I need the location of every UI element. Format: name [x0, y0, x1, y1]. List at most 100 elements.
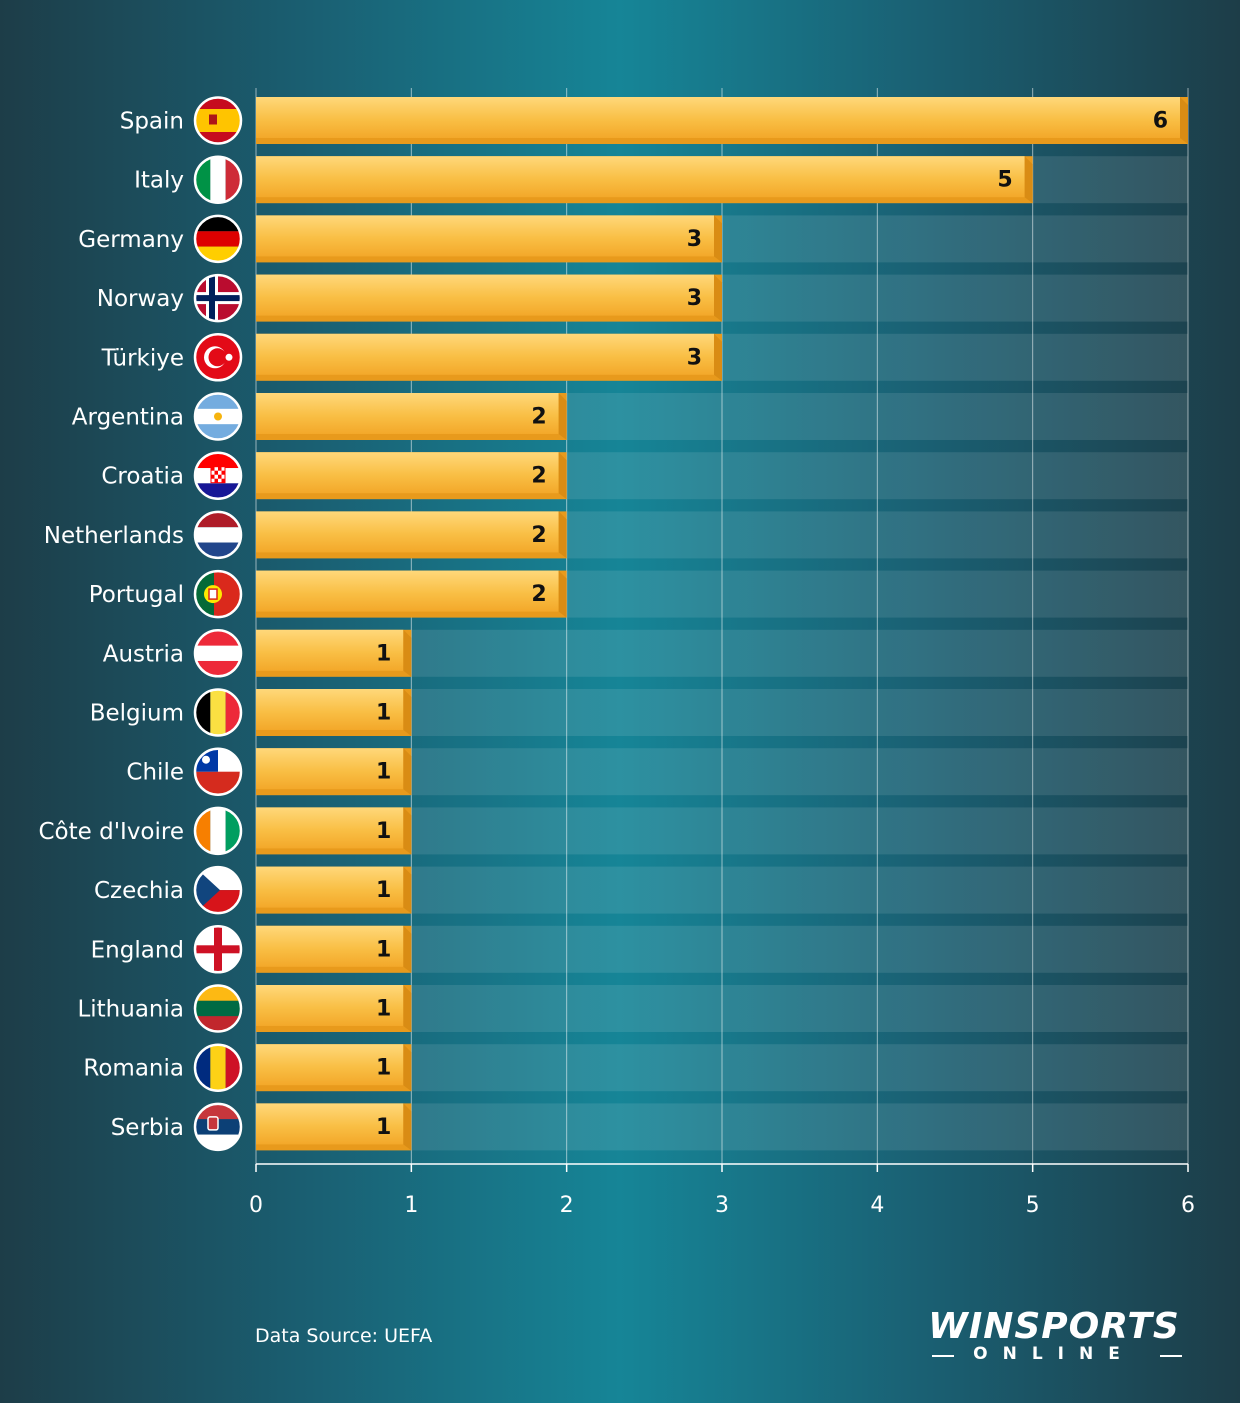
- category-label: Spain: [120, 109, 184, 135]
- value-label: 1: [376, 641, 391, 666]
- category-label: Germany: [78, 227, 184, 253]
- bar: [256, 97, 1180, 138]
- value-label: 1: [376, 1115, 391, 1140]
- x-tick-label: 5: [1026, 1193, 1040, 1218]
- value-label: 2: [531, 523, 546, 548]
- category-label: Türkiye: [101, 345, 184, 371]
- value-label: 1: [376, 760, 391, 785]
- category-label: Croatia: [101, 464, 184, 490]
- spain-flag-icon: [195, 97, 241, 144]
- value-label: 5: [997, 168, 1012, 193]
- bar: [256, 570, 559, 612]
- bar: [256, 393, 559, 434]
- bar: [256, 807, 404, 849]
- flag-border: [193, 510, 243, 560]
- logo-line-left: [932, 1355, 954, 1357]
- flag-border: [193, 273, 243, 323]
- value-label: 1: [376, 878, 391, 903]
- category-label: Romania: [83, 1056, 184, 1082]
- x-tick-label: 1: [404, 1193, 418, 1218]
- bar-edge: [558, 511, 567, 559]
- logo-sub-text: ONLINE: [973, 1344, 1135, 1364]
- x-tick-label: 6: [1181, 1193, 1195, 1218]
- flag-border: [193, 629, 243, 678]
- bar-edge: [403, 1103, 412, 1151]
- x-tick-label: 2: [560, 1193, 574, 1218]
- category-label: Norway: [97, 286, 184, 312]
- category-label: Portugal: [89, 582, 184, 608]
- category-label: Chile: [126, 760, 184, 786]
- bar-edge: [1024, 156, 1033, 204]
- flag-border: [193, 1102, 243, 1152]
- bar: [256, 1044, 404, 1086]
- bar: [256, 511, 559, 553]
- category-label: Austria: [103, 641, 184, 667]
- bar-edge: [403, 1044, 412, 1092]
- category-label: Lithuania: [77, 997, 184, 1023]
- england-flag-icon: [195, 926, 241, 973]
- logo-main-text: WINSPORTS: [928, 1306, 1180, 1347]
- bar: [256, 156, 1025, 198]
- logo-line-right: [1160, 1355, 1182, 1357]
- bar: [256, 925, 404, 967]
- category-label: Czechia: [94, 878, 184, 904]
- value-label: 1: [376, 1056, 391, 1081]
- flag-border: [193, 984, 243, 1033]
- bar-edge: [403, 985, 412, 1032]
- flag-border: [193, 925, 243, 974]
- flag-border: [193, 155, 243, 204]
- bar: [256, 452, 559, 494]
- bar: [256, 274, 714, 316]
- winsports-logo: WINSPORTS ONLINE: [918, 1308, 1190, 1368]
- value-label: 3: [687, 227, 702, 252]
- bar: [256, 333, 714, 375]
- value-label: 2: [531, 405, 546, 430]
- bar-edge: [714, 333, 722, 381]
- value-label: 1: [376, 937, 391, 962]
- portugal-flag-icon: [195, 571, 241, 618]
- argentina-flag-icon: [195, 393, 241, 440]
- value-label: 3: [687, 345, 702, 370]
- category-label: Serbia: [111, 1115, 184, 1141]
- bar-edge: [558, 570, 567, 618]
- turkiye-flag-icon: [195, 334, 241, 381]
- flag-border: [193, 1043, 243, 1092]
- flag-border: [193, 333, 243, 382]
- value-label: 2: [531, 464, 546, 489]
- flag-border: [193, 96, 243, 145]
- flag-border: [193, 865, 243, 915]
- bar-edge: [403, 925, 412, 973]
- bar: [256, 748, 404, 790]
- value-label: 1: [376, 997, 391, 1022]
- category-label: Italy: [134, 168, 184, 194]
- value-label: 6: [1153, 109, 1168, 134]
- bar: [256, 215, 714, 257]
- norway-flag-icon: [195, 275, 241, 322]
- bar-edge: [714, 274, 722, 322]
- bar-edge: [1180, 97, 1188, 144]
- flag-border: [193, 688, 243, 737]
- chile-flag-icon: [195, 748, 241, 795]
- bar: [256, 866, 404, 908]
- bar-edge: [558, 452, 567, 500]
- x-tick-label: 0: [249, 1193, 263, 1218]
- flag-border: [193, 747, 243, 796]
- bar: [256, 629, 404, 671]
- category-label: England: [91, 937, 184, 963]
- bar-edge: [403, 689, 412, 736]
- category-label: Netherlands: [44, 523, 184, 549]
- flag-border: [193, 806, 243, 856]
- bar-edge: [714, 215, 722, 263]
- bar-edge: [403, 866, 412, 914]
- bar: [256, 689, 404, 730]
- bar: [256, 985, 404, 1026]
- category-label: Belgium: [90, 701, 184, 727]
- flag-border: [193, 451, 243, 500]
- category-label: Argentina: [72, 405, 184, 431]
- value-label: 3: [687, 286, 702, 311]
- category-label: Côte d'Ivoire: [39, 819, 185, 845]
- data-source: Data Source: UEFA: [255, 1325, 433, 1347]
- flag-border: [193, 392, 243, 441]
- x-tick-label: 4: [870, 1193, 884, 1218]
